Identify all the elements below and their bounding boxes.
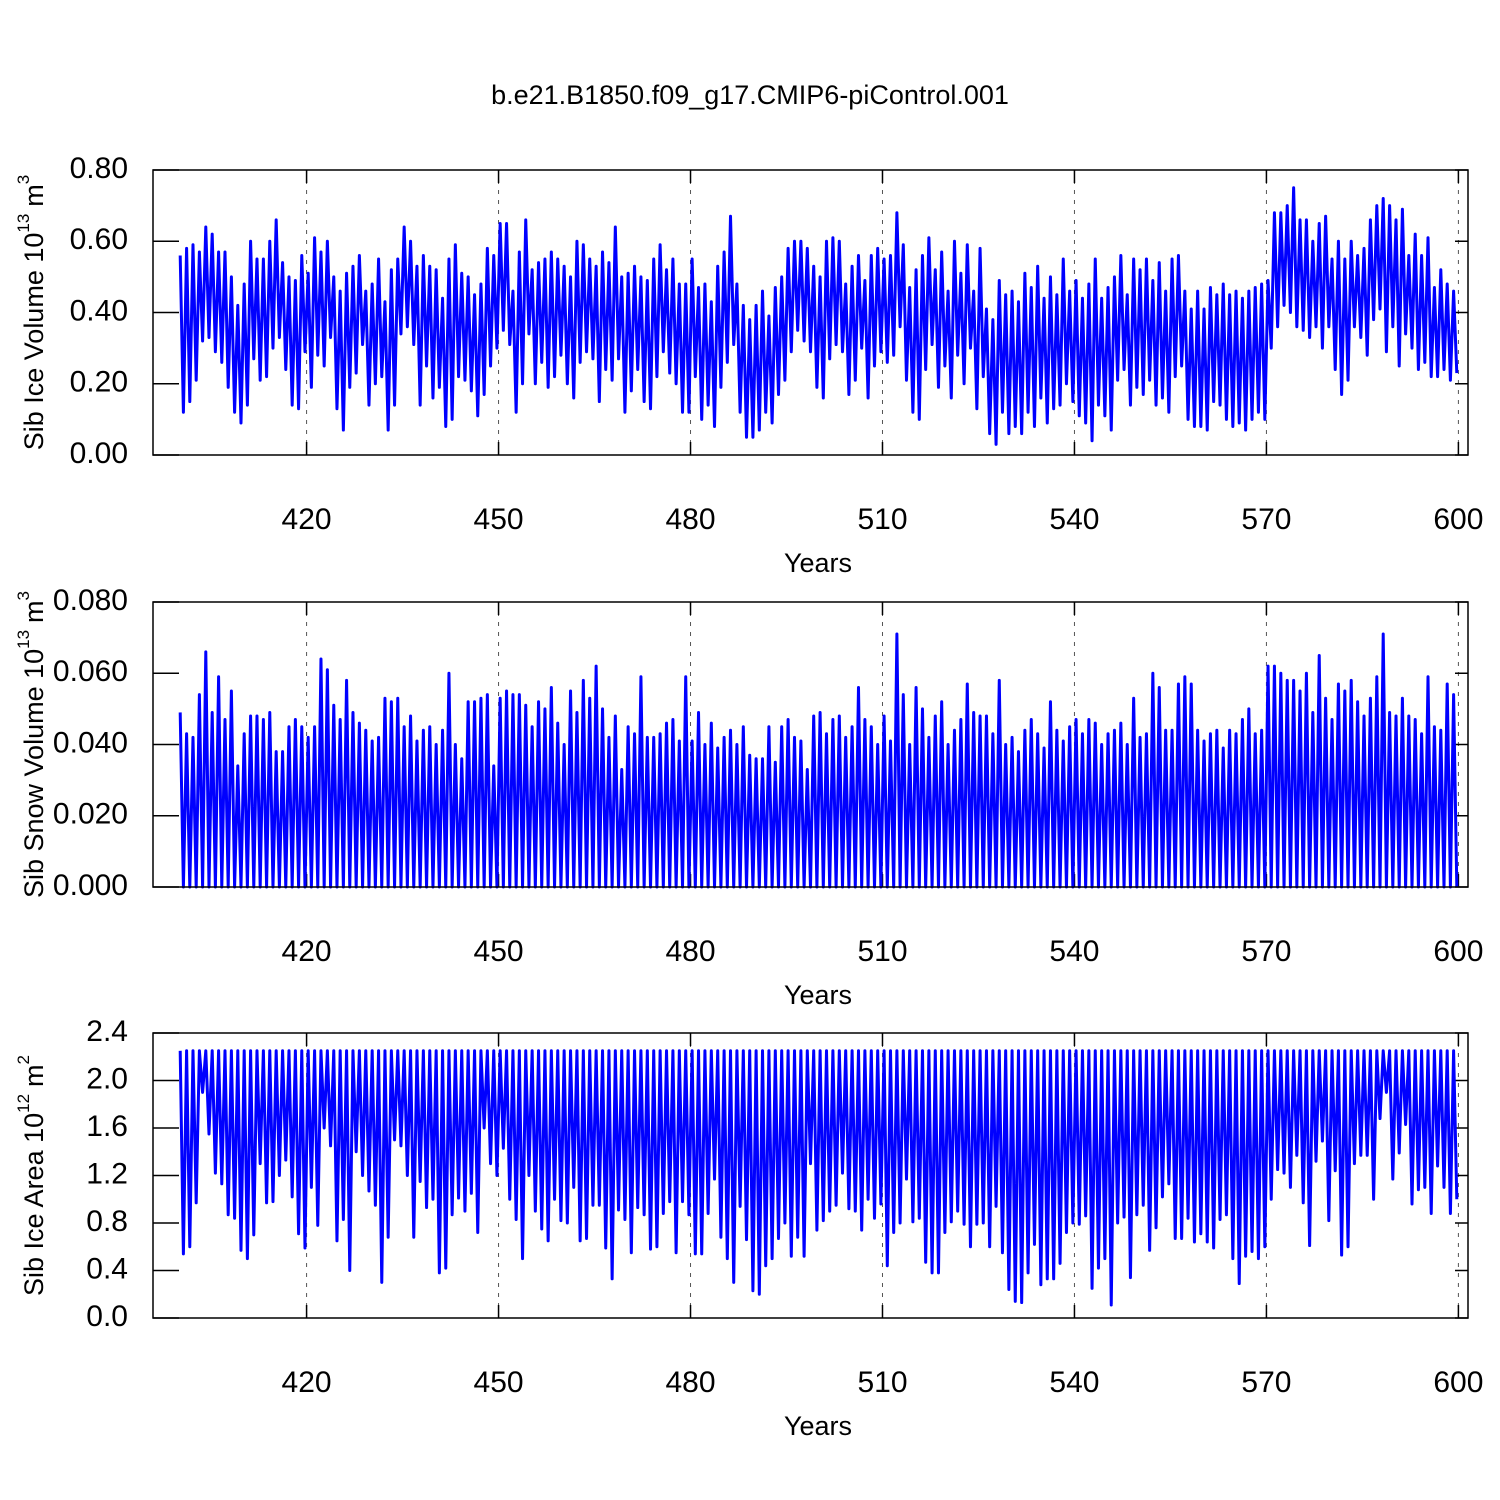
y-tick-label: 0.020	[53, 798, 128, 831]
y-tick-label: 0.20	[70, 366, 128, 399]
x-axis-label: Years	[784, 548, 852, 578]
y-tick-label: 0.0	[86, 1300, 128, 1333]
y-axis-label-unit: m	[19, 184, 49, 207]
y-axis-label-text: Sib Ice Area 10	[19, 1113, 49, 1296]
x-tick-label: 570	[1241, 1366, 1291, 1399]
y-tick-label: 1.2	[86, 1157, 128, 1190]
chart-title: b.e21.B1850.f09_g17.CMIP6-piControl.001	[491, 80, 1009, 110]
y-axis-label: Sib Ice Volume 1013 m3	[14, 175, 49, 451]
x-tick-label: 450	[474, 503, 524, 536]
x-axis-label: Years	[784, 1411, 852, 1441]
x-tick-label: 420	[282, 935, 332, 968]
data-line	[178, 632, 1459, 889]
y-axis-label-unit: m	[19, 1064, 49, 1087]
x-tick-label: 480	[665, 503, 715, 536]
data-line	[178, 1049, 1459, 1307]
plot-frame	[152, 1032, 1469, 1319]
x-tick-label: 480	[665, 1366, 715, 1399]
x-tick-label: 420	[282, 503, 332, 536]
y-axis-label-unit-exponent: 2	[14, 1055, 33, 1064]
y-axis-label-exponent: 12	[14, 1094, 33, 1113]
x-tick-label: 450	[474, 1366, 524, 1399]
x-axis-label: Years	[784, 980, 852, 1010]
x-tick-label: 600	[1433, 503, 1483, 536]
y-tick-label: 0.00	[70, 437, 128, 470]
y-axis-label-unit-exponent: 3	[14, 175, 33, 184]
x-tick-label: 510	[857, 935, 907, 968]
x-tick-label: 420	[282, 1366, 332, 1399]
x-tick-label: 600	[1433, 935, 1483, 968]
x-tick-label: 570	[1241, 503, 1291, 536]
plot-frame	[152, 169, 1469, 456]
y-tick-label: 0.000	[53, 869, 128, 902]
y-tick-label: 0.60	[70, 223, 128, 256]
y-tick-label: 0.040	[53, 726, 128, 759]
y-tick-label: 1.6	[86, 1110, 128, 1143]
x-tick-label: 510	[857, 1366, 907, 1399]
y-axis-label: Sib Ice Area 1012 m2	[14, 1055, 49, 1296]
y-tick-label: 0.40	[70, 294, 128, 327]
y-tick-label: 0.4	[86, 1252, 128, 1285]
y-axis-label-text: Sib Ice Volume 10	[19, 233, 49, 451]
y-tick-label: 0.080	[53, 584, 128, 617]
x-tick-label: 480	[665, 935, 715, 968]
y-axis-label-exponent: 13	[14, 214, 33, 233]
x-tick-label: 510	[857, 503, 907, 536]
x-tick-label: 540	[1049, 503, 1099, 536]
y-axis-label-unit: m	[19, 600, 49, 623]
x-tick-label: 600	[1433, 1366, 1483, 1399]
plot-frame	[152, 601, 1469, 888]
y-axis-label-text: Sib Snow Volume 10	[19, 649, 49, 898]
y-tick-label: 2.0	[86, 1062, 128, 1095]
x-tick-label: 540	[1049, 935, 1099, 968]
x-tick-label: 540	[1049, 1366, 1099, 1399]
y-tick-label: 0.060	[53, 655, 128, 688]
y-axis-label-exponent: 13	[14, 630, 33, 649]
y-tick-label: 2.4	[86, 1015, 128, 1048]
x-tick-label: 570	[1241, 935, 1291, 968]
y-tick-label: 0.8	[86, 1205, 128, 1238]
y-axis-label: Sib Snow Volume 1013 m3	[14, 591, 49, 898]
x-tick-label: 450	[474, 935, 524, 968]
y-axis-label-unit-exponent: 3	[14, 591, 33, 600]
data-line	[178, 186, 1459, 446]
y-tick-label: 0.80	[70, 152, 128, 185]
